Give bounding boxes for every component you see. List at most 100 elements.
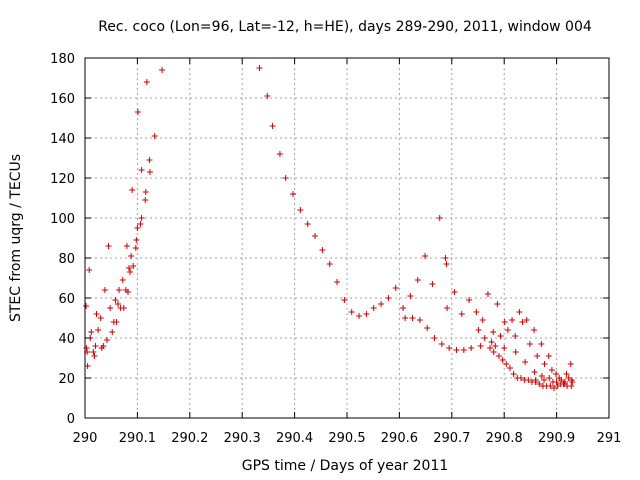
data-point	[532, 377, 539, 383]
data-point	[134, 109, 141, 115]
data-point	[495, 353, 502, 359]
data-point	[290, 191, 297, 197]
data-point	[113, 319, 120, 325]
data-point	[490, 349, 497, 355]
data-point	[400, 305, 407, 311]
data-point	[276, 151, 283, 157]
y-tick-label: 0	[67, 412, 75, 427]
x-tick-label: 290.6	[381, 431, 418, 446]
data-point	[146, 169, 153, 175]
data-point	[531, 369, 538, 375]
data-point	[541, 377, 548, 383]
data-point	[92, 343, 99, 349]
data-point	[91, 353, 98, 359]
data-point	[501, 319, 508, 325]
data-point	[409, 315, 416, 321]
data-point	[86, 267, 93, 273]
data-point	[133, 237, 140, 243]
data-point	[120, 305, 127, 311]
data-point	[468, 345, 475, 351]
data-point	[567, 361, 574, 367]
data-point	[101, 287, 108, 293]
data-point	[282, 175, 289, 181]
x-tick-label: 290.8	[486, 431, 523, 446]
data-point	[127, 269, 134, 275]
x-tick-label: 290.5	[328, 431, 365, 446]
data-point	[402, 315, 409, 321]
data-point	[481, 335, 488, 341]
data-point	[370, 305, 377, 311]
x-tick-label: 290.3	[224, 431, 261, 446]
data-point	[484, 291, 491, 297]
data-point	[159, 67, 166, 73]
axis-ticks	[84, 57, 610, 419]
data-point	[137, 221, 144, 227]
data-point	[443, 261, 450, 267]
data-point	[499, 357, 506, 363]
data-point	[517, 375, 524, 381]
data-point	[557, 381, 564, 387]
data-point	[506, 365, 513, 371]
data-point	[414, 277, 421, 283]
data-point	[541, 361, 548, 367]
data-point	[431, 335, 438, 341]
y-tick-label: 40	[58, 332, 75, 347]
data-point	[525, 377, 532, 383]
y-tick-label: 140	[50, 132, 75, 147]
data-point	[151, 133, 158, 139]
data-point	[512, 349, 519, 355]
data-point	[568, 377, 575, 383]
x-tick-label: 290	[73, 431, 98, 446]
data-point	[126, 265, 133, 271]
data-point	[538, 341, 545, 347]
data-point	[553, 371, 560, 377]
data-point	[109, 329, 116, 335]
data-point	[424, 325, 431, 331]
data-point	[510, 371, 517, 377]
data-point	[494, 301, 501, 307]
data-point	[548, 367, 555, 373]
x-tick-label: 290.2	[171, 431, 208, 446]
data-point	[504, 327, 511, 333]
data-point	[545, 353, 552, 359]
data-point	[134, 225, 141, 231]
x-tick-label: 291	[597, 431, 622, 446]
data-point	[256, 65, 263, 71]
data-point	[538, 373, 545, 379]
data-point	[264, 93, 271, 99]
data-point	[509, 317, 516, 323]
data-point	[385, 295, 392, 301]
data-point	[132, 245, 139, 251]
y-tick-label: 160	[50, 92, 75, 107]
data-point	[565, 375, 572, 381]
data-point	[479, 317, 486, 323]
x-axis-label: GPS time / Days of year 2011	[242, 458, 449, 474]
data-point	[269, 123, 276, 129]
data-point	[516, 309, 523, 315]
y-tick-label: 100	[50, 212, 75, 227]
data-point	[348, 309, 355, 315]
x-tick-label: 290.7	[433, 431, 470, 446]
x-tick-label: 290.4	[276, 431, 313, 446]
data-point	[438, 341, 445, 347]
data-point	[93, 311, 100, 317]
data-point	[138, 215, 145, 221]
data-point	[88, 329, 95, 335]
data-point	[512, 333, 519, 339]
data-point	[451, 289, 458, 295]
data-point	[503, 361, 510, 367]
data-point	[429, 281, 436, 287]
data-point	[116, 287, 123, 293]
data-point	[363, 311, 370, 317]
grid-lines	[85, 58, 609, 418]
chart-title: Rec. coco (Lon=96, Lat=-12, h=HE), days …	[98, 19, 592, 35]
data-points	[83, 65, 576, 391]
data-point	[123, 243, 130, 249]
data-point	[129, 187, 136, 193]
data-point	[84, 363, 91, 369]
data-point	[416, 317, 423, 323]
data-point	[558, 377, 565, 383]
data-point	[473, 309, 480, 315]
data-point	[492, 343, 499, 349]
